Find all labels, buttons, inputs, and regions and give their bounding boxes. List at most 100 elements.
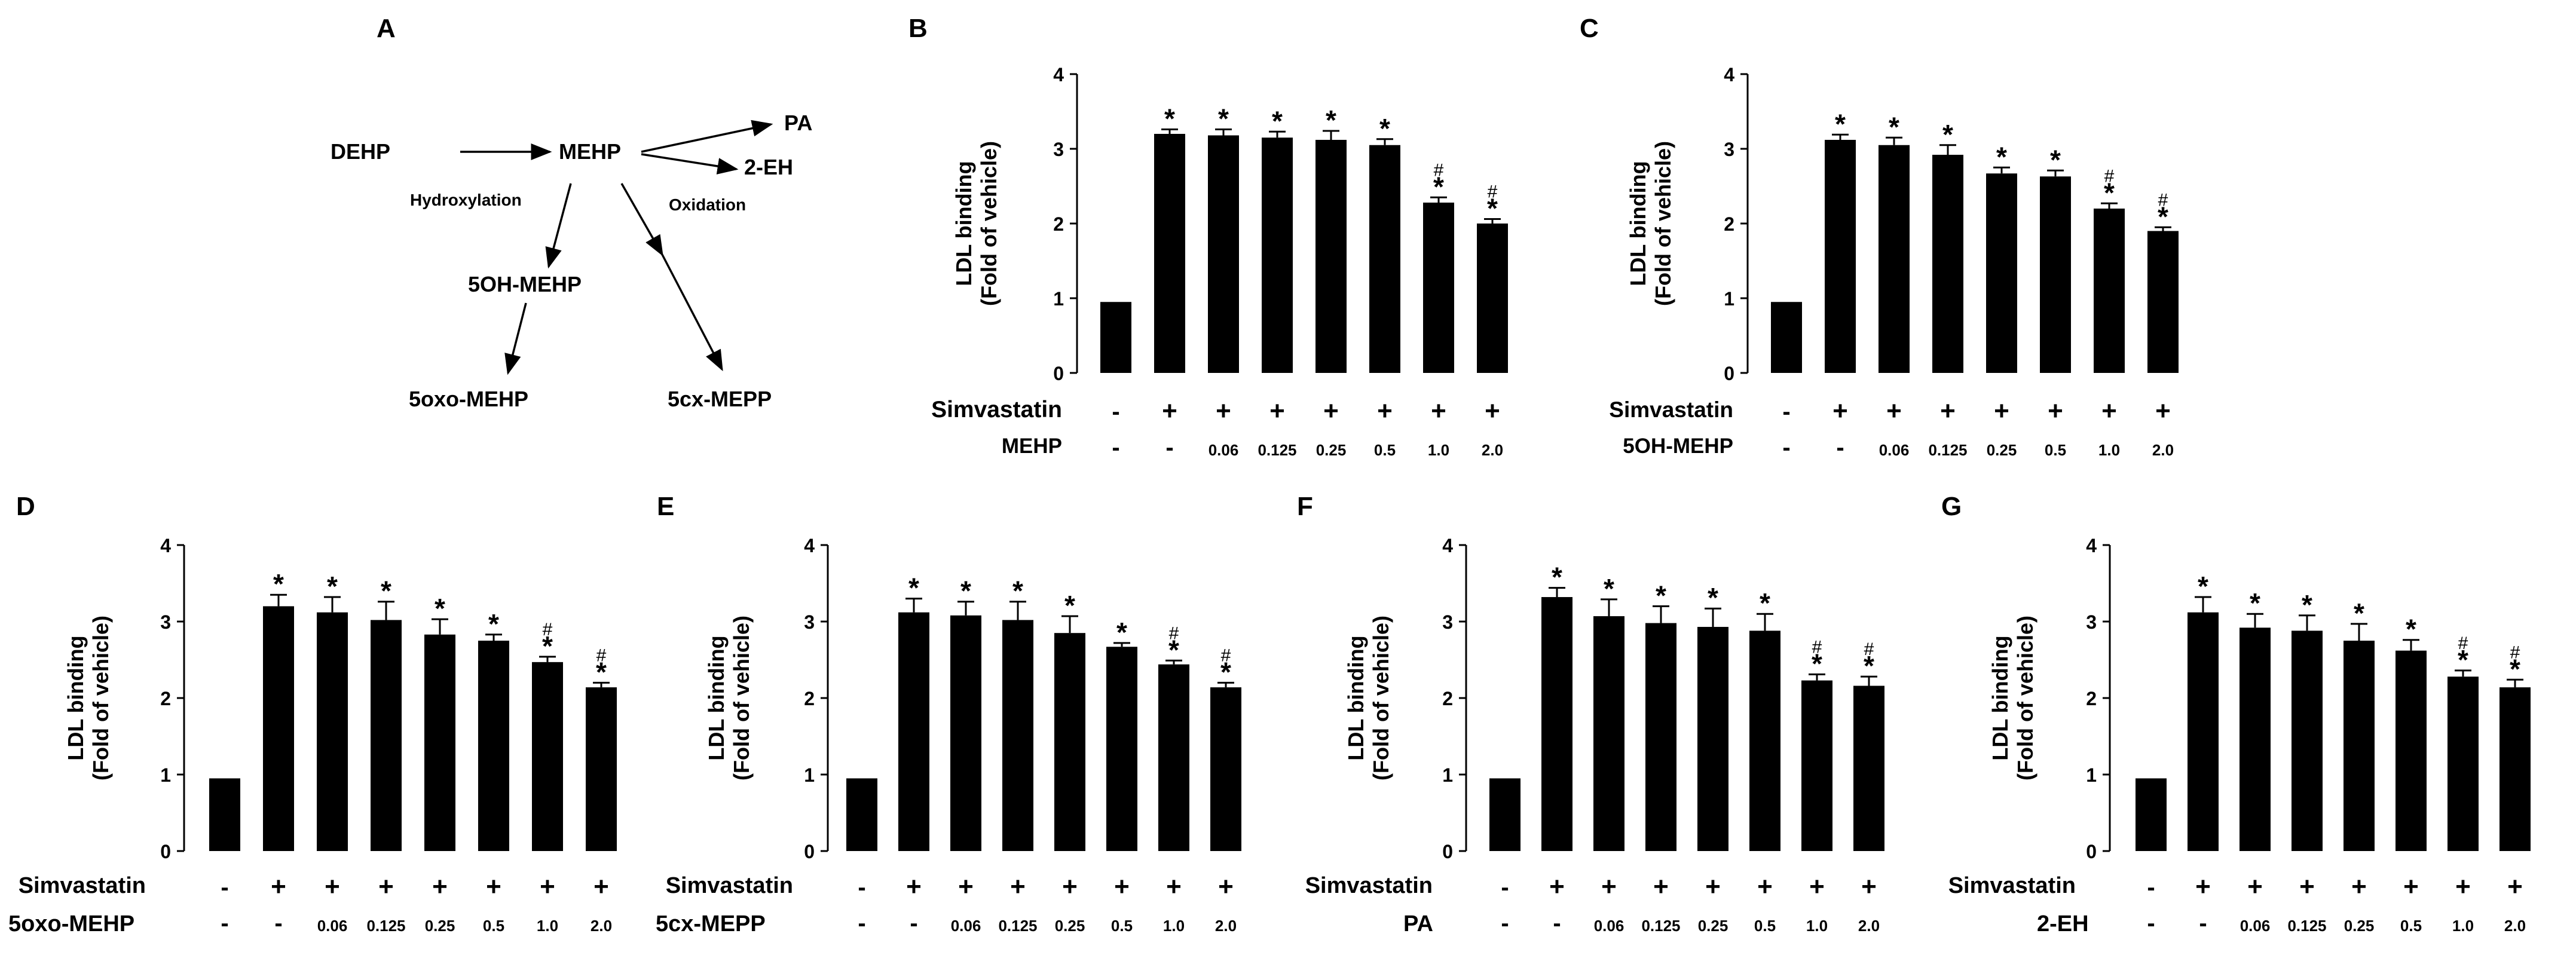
panel-f-y-label-line1: LDL binding <box>1344 635 1368 760</box>
panel-f-row-label-simvastatin: Simvastatin <box>1305 873 1433 898</box>
panel-e-dose-label: - <box>910 910 917 936</box>
panel-b-dose-label: 0.25 <box>1316 441 1347 459</box>
panel-g-simvastatin-mark: + <box>2195 872 2211 901</box>
panel-f-dose-label: 0.125 <box>1641 917 1680 935</box>
panel-e-bar <box>898 612 929 851</box>
panel-c-y-label-line2: (Fold of vehicle) <box>1651 141 1675 306</box>
panel-c-simvastatin-mark: - <box>1782 399 1790 425</box>
panel-c-significance-star: * <box>2158 201 2168 232</box>
panel-f-dose-label: 2.0 <box>1858 917 1880 935</box>
panel-f-row-label-compound: PA <box>1403 911 1433 936</box>
panel-c-significance-hash: # <box>2158 190 2168 210</box>
panel-e-simvastatin-mark: + <box>1010 872 1026 901</box>
panel-f-significance-star: * <box>1864 650 1874 681</box>
panel-c-bar <box>2040 176 2071 373</box>
panel-d-letter: D <box>16 492 35 521</box>
node-5cx-mepp: 5cx-MEPP <box>668 387 772 411</box>
panel-e-dose-label: 0.5 <box>1111 917 1133 935</box>
panel-f-significance-star: * <box>1812 648 1822 679</box>
panel-g-bar <box>2344 641 2375 851</box>
label-oxidation: Oxidation <box>669 195 746 214</box>
panel-g-bar <box>2499 687 2531 851</box>
panel-d-bar-chart: D 0 1 2 3 4 LDL binding (Fold of vehicle) - - * + - *… <box>8 492 617 936</box>
panel-d-bar <box>263 606 294 851</box>
panel-e-y-label-line1: LDL binding <box>704 635 729 760</box>
panel-b-y-tick-label: 4 <box>1053 64 1064 85</box>
panel-c-simvastatin-mark: + <box>2048 396 2063 426</box>
panel-e-bar <box>1002 620 1033 851</box>
panel-d-significance-star: * <box>273 568 284 599</box>
panel-d-dose-label: 2.0 <box>591 917 612 935</box>
panel-f-bar <box>1697 626 1728 851</box>
panel-e-bar <box>950 615 981 851</box>
panel-f-significance-star: * <box>1604 573 1614 604</box>
panel-b-significance-star: * <box>1326 105 1336 136</box>
panel-c-simvastatin-mark: + <box>1886 396 1902 426</box>
panel-g-simvastatin-mark: + <box>2507 872 2523 901</box>
panel-d-dose-label: 0.5 <box>483 917 504 935</box>
panel-g-simvastatin-mark: + <box>2247 872 2263 901</box>
panel-e-simvastatin-mark: + <box>1114 872 1130 901</box>
panel-e-significance-hash: # <box>1169 623 1179 643</box>
panel-b-bar-chart: B 0 1 2 3 4 LDL binding (Fold of vehicle) - - * + - *… <box>908 14 1508 461</box>
panel-c-significance-hash: # <box>2104 166 2115 186</box>
panel-c-y-tick-label: 1 <box>1724 288 1734 310</box>
arrow-5oh-mehp-to-5oxo-mehp <box>504 302 527 375</box>
panel-f-y-tick-label: 0 <box>1442 841 1453 862</box>
panel-e-y-tick-label: 3 <box>804 611 815 633</box>
panel-c-bar <box>1879 145 1910 373</box>
panel-g-bar-chart: G 0 1 2 3 4 LDL binding (Fold of vehicle) - - * + - *… <box>1941 492 2531 936</box>
panel-c-significance-star: * <box>1835 108 1846 139</box>
panel-f-simvastatin-mark: + <box>1549 872 1565 901</box>
panel-e-significance-star: * <box>960 576 971 607</box>
panel-b-simvastatin-mark: + <box>1323 396 1339 426</box>
panel-d-dose-label: 0.25 <box>425 917 455 935</box>
panel-b-simvastatin-mark: + <box>1485 396 1500 426</box>
panel-c-simvastatin-mark: + <box>1994 396 2009 426</box>
panel-g-significance-star: * <box>2354 598 2364 629</box>
panel-b-significance-star: * <box>1487 193 1498 224</box>
panel-b-bar <box>1262 137 1293 373</box>
panel-e-dose-label: 0.125 <box>998 917 1037 935</box>
panel-d-significance-hash: # <box>543 620 553 639</box>
panel-e-dose-label: 0.06 <box>951 917 981 935</box>
panel-d-dose-label: 1.0 <box>537 917 558 935</box>
panel-e-significance-star: * <box>1168 634 1179 665</box>
panel-a-letter: A <box>377 14 396 43</box>
panel-g-dose-label: 0.25 <box>2344 917 2375 935</box>
panel-b-y-tick-label: 2 <box>1053 213 1064 235</box>
panel-c-bar <box>2147 231 2179 373</box>
panel-c-significance-star: * <box>1996 141 2007 172</box>
panel-e-dose-label: - <box>858 910 865 936</box>
panel-c-row-label-simvastatin: Simvastatin <box>1609 397 1733 422</box>
panel-a-pathway-diagram: A DEHP MEHP PA 2-EH 5OH-MEHP 5oxo-MEHP 5… <box>331 14 812 411</box>
panel-d-y-tick-label: 0 <box>160 841 171 862</box>
panel-g-significance-star: * <box>2406 614 2416 645</box>
panel-c-bar-chart: C 0 1 2 3 4 LDL binding (Fold of vehicle) - - * + - *… <box>1580 14 2179 461</box>
panel-g-simvastatin-mark: + <box>2351 872 2367 901</box>
panel-d-y-tick-label: 4 <box>160 535 171 556</box>
panel-d-simvastatin-mark: + <box>486 872 501 901</box>
panel-e-simvastatin-mark: + <box>958 872 974 901</box>
panel-d-y-tick-label: 3 <box>160 611 171 633</box>
panel-f-significance-star: * <box>1708 582 1718 613</box>
panel-g-dose-label: - <box>2199 910 2207 936</box>
panel-d-bar <box>586 687 617 851</box>
panel-f-bar <box>1645 623 1676 851</box>
panel-d-y-tick-label: 1 <box>160 764 171 786</box>
panel-d-simvastatin-mark: + <box>378 872 394 901</box>
panel-b-significance-star: * <box>1433 171 1444 202</box>
panel-b-simvastatin-mark: + <box>1269 396 1285 426</box>
panel-e-significance-star: * <box>1012 576 1023 607</box>
label-hydroxylation: Hydroxylation <box>410 191 522 209</box>
panel-f-dose-label: 0.25 <box>1698 917 1728 935</box>
panel-d-significance-star: * <box>381 576 391 607</box>
node-5oxo-mehp: 5oxo-MEHP <box>409 387 528 411</box>
panel-g-y-label-line1: LDL binding <box>1988 635 2012 760</box>
panel-c-row-label-compound: 5OH-MEHP <box>1623 434 1733 458</box>
panel-g-significance-hash: # <box>2458 633 2468 653</box>
panel-d-simvastatin-mark: + <box>540 872 555 901</box>
panel-d-dose-label: 0.125 <box>366 917 405 935</box>
panel-d-dose-label: - <box>221 910 228 936</box>
